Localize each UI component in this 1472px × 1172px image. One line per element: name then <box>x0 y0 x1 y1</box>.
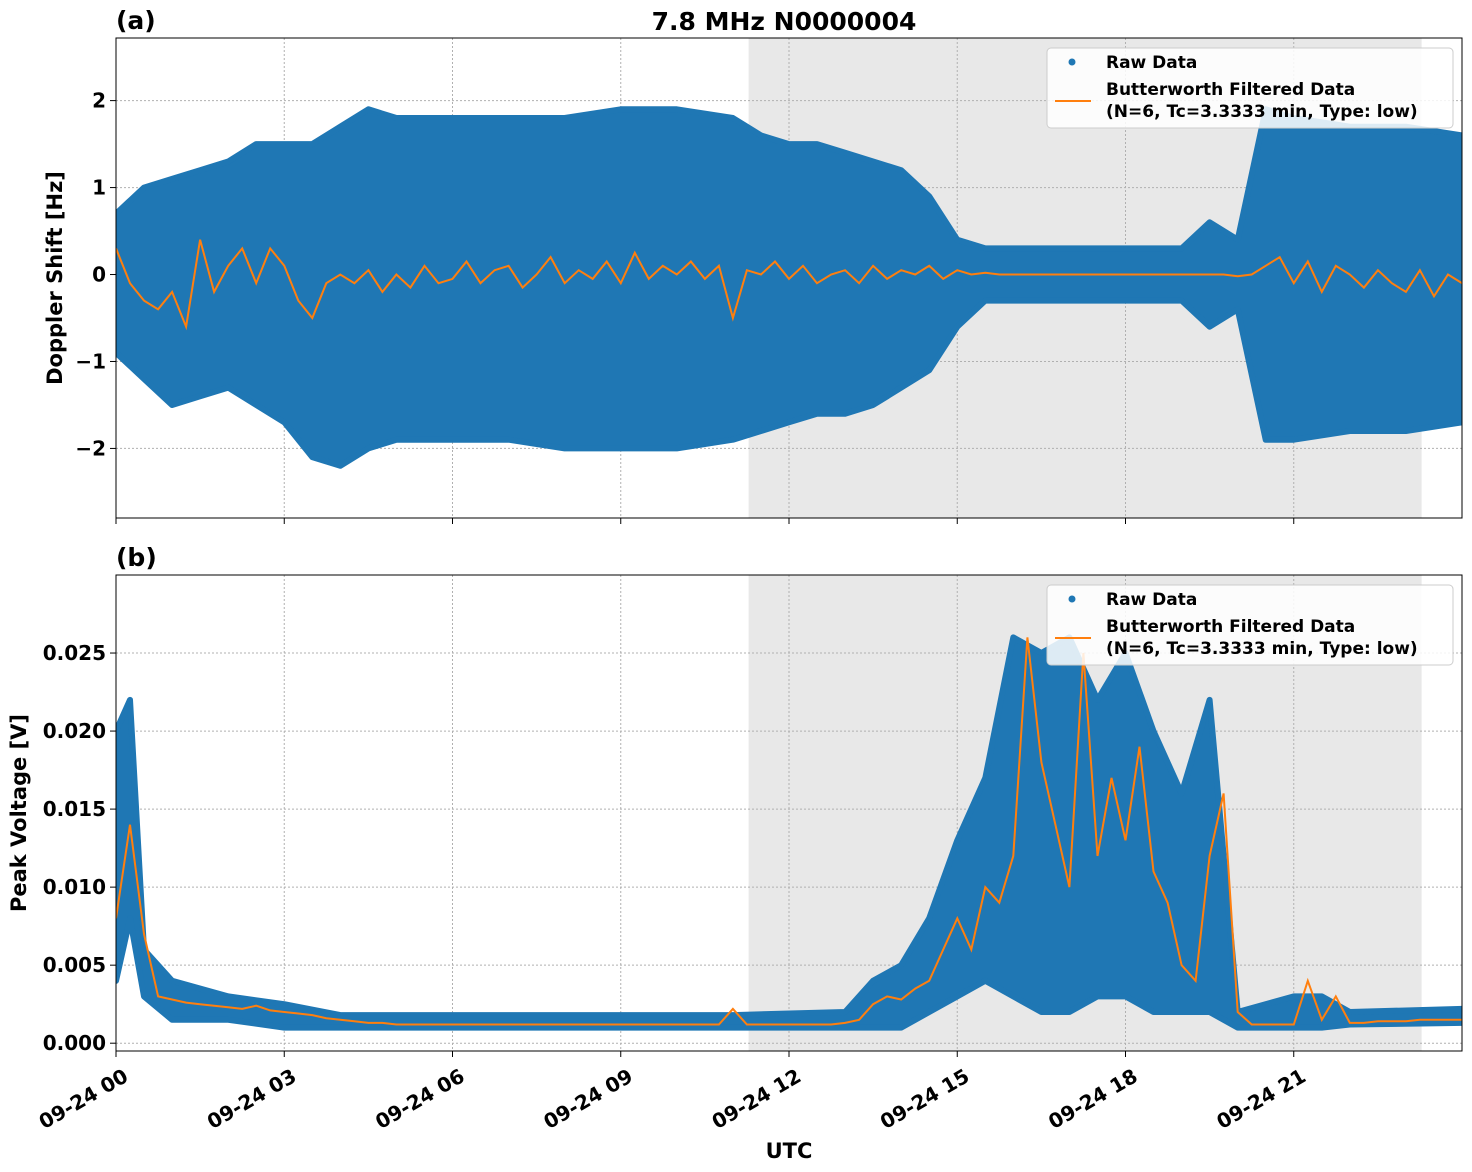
legend-box <box>1046 47 1454 129</box>
raw-data-series <box>116 106 1462 469</box>
y-axis-label: Doppler Shift [Hz] <box>43 171 67 385</box>
legend-label-filter-params: (N=6, Tc=3.3333 min, Type: low) <box>1106 639 1418 659</box>
legend-label-filter-params: (N=6, Tc=3.3333 min, Type: low) <box>1106 102 1418 122</box>
panel-label: (b) <box>116 543 157 572</box>
filtered-data-series <box>116 239 1462 331</box>
legend: Raw Data Butterworth Filtered Data(N=6, T… <box>1046 47 1454 129</box>
y-tick-label: 2 <box>92 89 106 113</box>
y-tick-label: 1 <box>92 176 106 200</box>
x-tick-label: 09-24 21 <box>1212 1064 1310 1134</box>
y-tick-label: 0.015 <box>43 797 106 821</box>
legend-label-filtered: Butterworth Filtered Data <box>1106 80 1355 100</box>
x-tick-label: 09-24 12 <box>708 1064 806 1134</box>
filtered-data-series <box>116 637 1462 1026</box>
legend-label-raw: Raw Data <box>1106 53 1197 73</box>
panel-a-doppler: −2 −1 0 1 2 (a) Doppler Shift [Hz] Raw Data Butt… <box>43 6 1463 524</box>
plot-area <box>116 106 1462 469</box>
legend-label-raw: Raw Data <box>1106 590 1197 610</box>
legend-box <box>1046 584 1454 666</box>
legend-marker-raw <box>1068 595 1076 603</box>
x-axis-label: UTC <box>766 1139 813 1163</box>
legend-label-filtered: Butterworth Filtered Data <box>1106 617 1355 637</box>
raw-data-series <box>116 634 1462 1031</box>
x-tick-label: 09-24 03 <box>203 1064 301 1134</box>
x-tick-label: 09-24 15 <box>876 1064 974 1134</box>
plot-area <box>116 634 1462 1031</box>
panel-b-voltage: 09-24 00 09-24 03 09-24 06 09-24 09 09-24 12… <box>7 543 1463 1163</box>
x-tick-label: 09-24 09 <box>539 1064 637 1134</box>
x-tick-label: 09-24 06 <box>371 1064 469 1134</box>
figure-title: 7.8 MHz N0000004 <box>652 7 917 36</box>
x-tick-label: 09-24 18 <box>1044 1064 1142 1134</box>
y-tick-label: 0.020 <box>43 719 106 743</box>
legend: Raw Data Butterworth Filtered Data(N=6, T… <box>1046 584 1454 666</box>
y-tick-label: 0.025 <box>43 641 106 665</box>
panel-label: (a) <box>116 6 156 35</box>
y-tick-label: 0.000 <box>43 1031 106 1055</box>
y-tick-label: 0.010 <box>43 875 106 899</box>
y-tick-label: 0 <box>92 263 106 287</box>
x-tick-label: 09-24 00 <box>35 1064 133 1134</box>
y-tick-label: −1 <box>75 349 106 373</box>
y-tick-label: −2 <box>75 436 106 460</box>
y-axis-label: Peak Voltage [V] <box>7 714 31 912</box>
y-tick-label: 0.005 <box>43 953 106 977</box>
legend-marker-raw <box>1068 58 1076 66</box>
